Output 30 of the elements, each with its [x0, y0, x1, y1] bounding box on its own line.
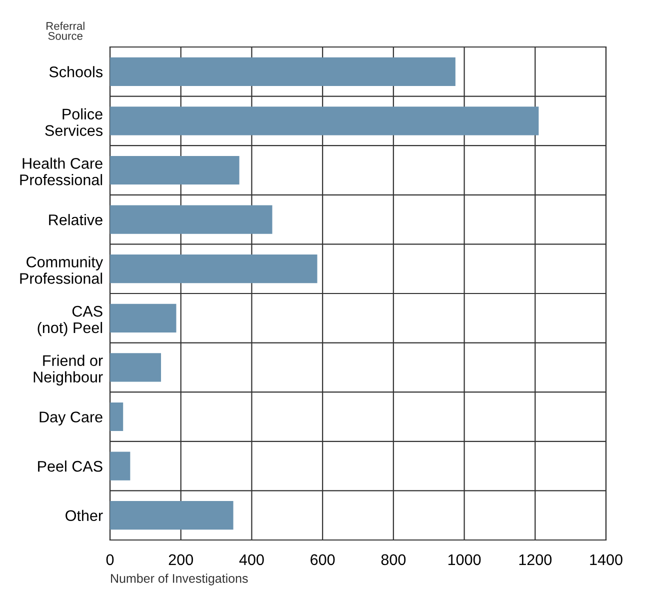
bar: [110, 106, 539, 136]
y-tick-label: Relative: [49, 214, 102, 226]
y-tick-label: Other: [66, 510, 103, 522]
y-tick-label: Friend or Neighbour: [34, 354, 103, 386]
y-tick-label: Peel CAS: [38, 460, 102, 472]
x-tick-label: 1200: [519, 554, 552, 566]
bar: [110, 353, 162, 382]
x-tick-label: 0: [106, 554, 114, 566]
x-tick-label: 1000: [448, 554, 481, 566]
y-tick-label: CAS (not) Peel: [38, 306, 102, 336]
y-tick-label: Schools: [49, 66, 103, 78]
bar: [110, 205, 272, 234]
y-tick-label: Health Care Professional: [20, 158, 102, 186]
bar: [110, 156, 240, 185]
y-tick-label: Community Professional: [20, 256, 104, 284]
bar: [110, 57, 456, 86]
y-tick-label: Day Care: [40, 412, 102, 426]
y-tick-label: Police Services: [45, 108, 103, 136]
x-tick-label: 800: [381, 554, 406, 566]
x-tick-label: 1400: [590, 554, 622, 566]
x-tick-label: 400: [239, 554, 264, 566]
x-tick-label: 200: [168, 554, 194, 566]
x-tick-label: 600: [310, 554, 335, 566]
bar: [110, 254, 318, 284]
x-axis-title: Number of Investigations: [111, 574, 248, 586]
y-axis-title: Referral Source: [46, 22, 84, 40]
bar: [110, 452, 130, 480]
bar: [110, 501, 234, 530]
bar: [110, 402, 124, 432]
bar: [110, 304, 176, 332]
